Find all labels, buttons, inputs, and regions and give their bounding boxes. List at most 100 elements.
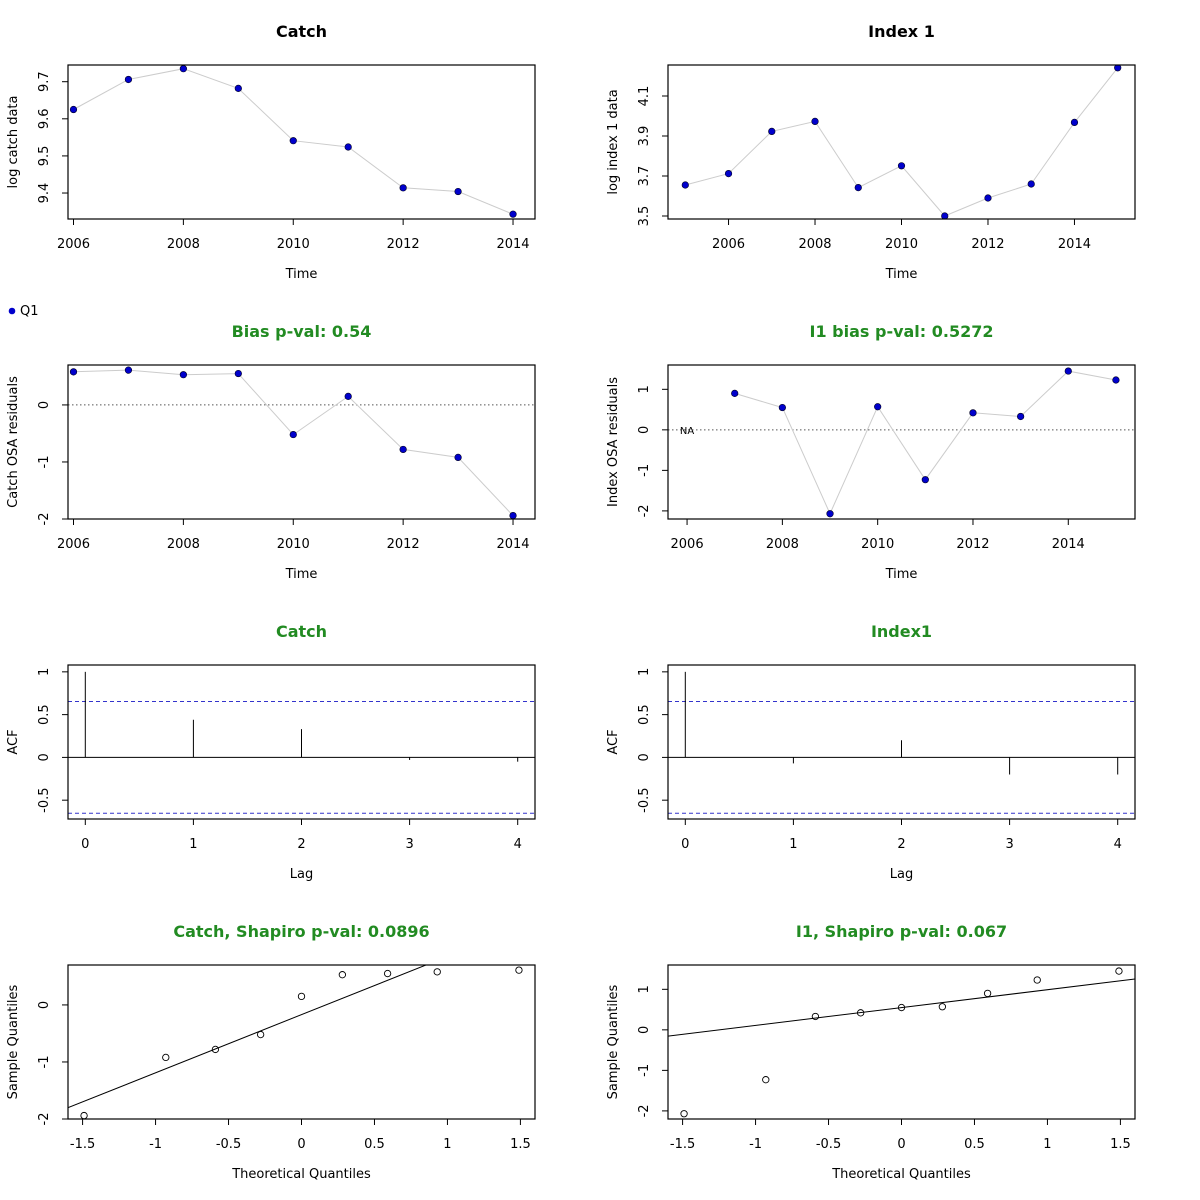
x-tick-label: 2012 <box>971 237 1004 252</box>
x-tick-label: -0.5 <box>216 1137 241 1152</box>
plot-frame <box>667 364 1136 520</box>
x-tick-label: 0 <box>81 837 89 852</box>
y-tick-label: -1 <box>637 1064 652 1077</box>
y-tick-label: 3.9 <box>637 126 652 147</box>
series-line <box>73 369 514 516</box>
qq-reference-line <box>668 978 1135 1037</box>
data-point <box>1017 412 1025 421</box>
qq-point <box>1115 967 1123 975</box>
data-point <box>724 170 733 178</box>
y-tick-label: -2 <box>637 504 652 517</box>
plot-area <box>68 366 535 519</box>
series-line <box>734 370 1116 515</box>
panel-index1-data: Index 1 2006 2008 2010 2012 2014 3.5 3.7 3.9 4.1 T… <box>606 22 1136 282</box>
x-axis-label: Time <box>285 267 318 282</box>
y-tick-label: 1 <box>637 668 652 676</box>
x-tick-label: 2010 <box>277 537 310 552</box>
x-tick-label: 2014 <box>1058 237 1091 252</box>
x-tick-label: -1 <box>749 1137 762 1152</box>
data-point <box>921 476 929 484</box>
data-point <box>69 368 78 376</box>
y-axis-label: log catch data <box>6 96 21 189</box>
x-tick-label: 2014 <box>1052 537 1085 552</box>
panel-catch-qq: Catch, Shapiro p-val: 0.0896 -1.5 -1 -0.5 0 0… <box>6 922 536 1182</box>
plot-area <box>668 367 1135 518</box>
y-tick-label: -1 <box>37 455 52 468</box>
x-tick-label: -1 <box>149 1137 162 1152</box>
panel-title: Catch <box>276 22 327 41</box>
x-axis-label: Time <box>285 567 318 582</box>
x-tick-label: 2014 <box>496 237 529 252</box>
panel-catch-acf: Catch 0 1 2 3 4 -0.5 0 0.5 1 Lag ACF <box>6 622 536 882</box>
y-tick-label: 0.5 <box>637 704 652 725</box>
y-tick-label: -0.5 <box>637 787 652 812</box>
qq-point <box>80 1111 88 1119</box>
legend-marker <box>8 307 16 315</box>
y-tick-label: 0 <box>37 753 52 761</box>
data-point <box>1027 180 1035 188</box>
y-tick-label: -1 <box>637 464 652 477</box>
data-point <box>234 369 242 378</box>
data-point <box>289 430 297 439</box>
na-label: NA <box>680 426 694 437</box>
y-tick-label: 1 <box>637 985 652 993</box>
data-point <box>179 371 187 379</box>
x-axis-label: Theoretical Quantiles <box>831 1167 971 1182</box>
x-axis-label: Theoretical Quantiles <box>231 1167 371 1182</box>
x-axis-label: Lag <box>290 867 313 882</box>
y-axis-label: Catch OSA residuals <box>6 376 21 508</box>
x-tick-label: 0.5 <box>964 1137 985 1152</box>
y-tick-label: -2 <box>637 1104 652 1117</box>
data-point <box>811 117 819 125</box>
data-point <box>1112 376 1120 384</box>
data-point <box>969 409 977 417</box>
x-tick-label: 2008 <box>798 237 831 252</box>
data-point <box>984 194 992 202</box>
y-tick-label: 0 <box>37 401 52 409</box>
x-tick-label: 2 <box>897 837 905 852</box>
y-axis-label: Sample Quantiles <box>606 984 621 1099</box>
x-tick-label: 2006 <box>712 237 745 252</box>
data-point <box>124 75 133 84</box>
y-axis-label: ACF <box>606 729 621 754</box>
y-tick-label: -0.5 <box>37 787 52 812</box>
qq-point <box>856 1009 865 1017</box>
x-tick-label: -1.5 <box>70 1137 95 1152</box>
y-tick-label: 9.4 <box>37 183 52 204</box>
qq-point <box>162 1053 170 1062</box>
plot-frame <box>667 964 1136 1120</box>
data-point <box>854 184 862 192</box>
y-tick-label: 1 <box>37 668 52 676</box>
y-axis-label: log index 1 data <box>606 89 621 194</box>
plot-frame <box>667 64 1136 220</box>
y-tick-label: 9.7 <box>37 71 52 92</box>
data-point <box>1064 367 1072 375</box>
data-point <box>897 162 906 170</box>
data-point <box>454 453 462 462</box>
data-point <box>454 187 462 196</box>
x-tick-label: 2006 <box>57 537 90 552</box>
x-tick-label: 4 <box>1114 837 1122 852</box>
x-tick-label: 0 <box>897 1137 905 1152</box>
panel-catch-osa: Bias p-val: 0.54 2006 2008 2010 2012 2014 -2 -1… <box>6 322 536 582</box>
y-tick-label: 0 <box>637 426 652 434</box>
data-point <box>234 84 242 92</box>
x-tick-label: 1.5 <box>1110 1137 1131 1152</box>
data-point <box>509 511 517 519</box>
data-point <box>1070 118 1079 126</box>
data-point <box>69 105 78 114</box>
data-point <box>124 366 133 374</box>
data-point <box>874 403 882 411</box>
x-tick-label: 0.5 <box>364 1137 385 1152</box>
plot-frame <box>667 664 1136 820</box>
y-tick-label: 0.5 <box>37 704 52 725</box>
series-line <box>685 67 1119 217</box>
x-tick-label: 2010 <box>861 537 894 552</box>
qq-point <box>983 989 992 998</box>
panel-title: Bias p-val: 0.54 <box>232 322 372 341</box>
y-tick-label: -1 <box>37 1055 52 1068</box>
legend-label: Q1 <box>20 304 39 319</box>
plot-frame <box>67 664 536 820</box>
plot-area <box>68 965 523 1119</box>
plot-area <box>668 671 1135 814</box>
